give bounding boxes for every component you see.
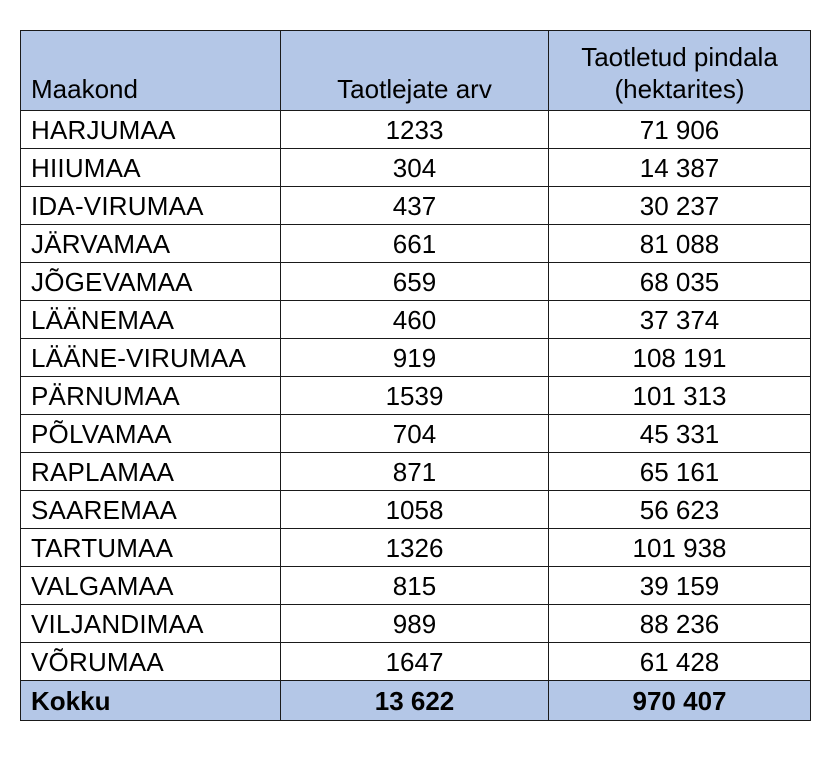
county-cell: VALGAMAA — [20, 566, 281, 605]
county-cell: JÕGEVAMAA — [20, 262, 281, 301]
total-area: 970 407 — [548, 680, 811, 721]
table-row: VÕRUMAA 1647 61 428 — [20, 642, 811, 681]
table-row: LÄÄNEMAA 460 37 374 — [20, 300, 811, 339]
county-cell: VILJANDIMAA — [20, 604, 281, 643]
table-row: TARTUMAA 1326 101 938 — [20, 528, 811, 567]
applicants-cell: 871 — [280, 452, 549, 491]
total-row: Kokku 13 622 970 407 — [20, 680, 811, 721]
applicants-cell: 1539 — [280, 376, 549, 415]
county-cell: HARJUMAA — [20, 110, 281, 149]
area-cell: 88 236 — [548, 604, 811, 643]
area-cell: 101 313 — [548, 376, 811, 415]
area-cell: 30 237 — [548, 186, 811, 225]
county-cell: PÄRNUMAA — [20, 376, 281, 415]
applicants-cell: 815 — [280, 566, 549, 605]
table-container: Maakond Taotlejate arv Taotletud pindala… — [20, 30, 811, 721]
applicants-cell: 1058 — [280, 490, 549, 529]
table-row: HIIUMAA 304 14 387 — [20, 148, 811, 187]
area-cell: 68 035 — [548, 262, 811, 301]
table-row: VALGAMAA 815 39 159 — [20, 566, 811, 605]
header-area: Taotletud pindala (hektarites) — [548, 30, 811, 111]
area-cell: 61 428 — [548, 642, 811, 681]
county-cell: TARTUMAA — [20, 528, 281, 567]
county-cell: VÕRUMAA — [20, 642, 281, 681]
table-row: JÕGEVAMAA 659 68 035 — [20, 262, 811, 301]
header-county: Maakond — [20, 30, 281, 111]
area-cell: 56 623 — [548, 490, 811, 529]
area-cell: 108 191 — [548, 338, 811, 377]
county-cell: IDA-VIRUMAA — [20, 186, 281, 225]
table-row: PÄRNUMAA 1539 101 313 — [20, 376, 811, 415]
table-footer: Kokku 13 622 970 407 — [20, 680, 811, 721]
applicants-cell: 1233 — [280, 110, 549, 149]
table-body: HARJUMAA 1233 71 906 HIIUMAA 304 14 387 IDA-VI… — [20, 110, 811, 681]
applicants-cell: 1647 — [280, 642, 549, 681]
table-row: HARJUMAA 1233 71 906 — [20, 110, 811, 149]
table-row: PÕLVAMAA 704 45 331 — [20, 414, 811, 453]
applicants-cell: 1326 — [280, 528, 549, 567]
header-applicants: Taotlejate arv — [280, 30, 549, 111]
area-cell: 45 331 — [548, 414, 811, 453]
area-cell: 71 906 — [548, 110, 811, 149]
table-header: Maakond Taotlejate arv Taotletud pindala… — [20, 30, 811, 111]
area-cell: 14 387 — [548, 148, 811, 187]
applicants-cell: 919 — [280, 338, 549, 377]
county-cell: LÄÄNEMAA — [20, 300, 281, 339]
applicants-cell: 659 — [280, 262, 549, 301]
table-row: SAAREMAA 1058 56 623 — [20, 490, 811, 529]
area-cell: 65 161 — [548, 452, 811, 491]
county-cell: JÄRVAMAA — [20, 224, 281, 263]
area-cell: 39 159 — [548, 566, 811, 605]
total-applicants: 13 622 — [280, 680, 549, 721]
county-cell: HIIUMAA — [20, 148, 281, 187]
table-row: VILJANDIMAA 989 88 236 — [20, 604, 811, 643]
county-applications-table: Maakond Taotlejate arv Taotletud pindala… — [20, 30, 811, 721]
applicants-cell: 704 — [280, 414, 549, 453]
area-cell: 37 374 — [548, 300, 811, 339]
applicants-cell: 989 — [280, 604, 549, 643]
county-cell: RAPLAMAA — [20, 452, 281, 491]
applicants-cell: 437 — [280, 186, 549, 225]
area-cell: 101 938 — [548, 528, 811, 567]
county-cell: LÄÄNE-VIRUMAA — [20, 338, 281, 377]
total-label: Kokku — [20, 680, 281, 721]
table-row: JÄRVAMAA 661 81 088 — [20, 224, 811, 263]
applicants-cell: 661 — [280, 224, 549, 263]
county-cell: SAAREMAA — [20, 490, 281, 529]
header-area-line2: (hektarites) — [614, 74, 745, 104]
header-area-line1: Taotletud pindala — [581, 42, 778, 72]
table-row: IDA-VIRUMAA 437 30 237 — [20, 186, 811, 225]
table-row: LÄÄNE-VIRUMAA 919 108 191 — [20, 338, 811, 377]
header-row: Maakond Taotlejate arv Taotletud pindala… — [20, 30, 811, 111]
area-cell: 81 088 — [548, 224, 811, 263]
table-row: RAPLAMAA 871 65 161 — [20, 452, 811, 491]
county-cell: PÕLVAMAA — [20, 414, 281, 453]
applicants-cell: 460 — [280, 300, 549, 339]
applicants-cell: 304 — [280, 148, 549, 187]
